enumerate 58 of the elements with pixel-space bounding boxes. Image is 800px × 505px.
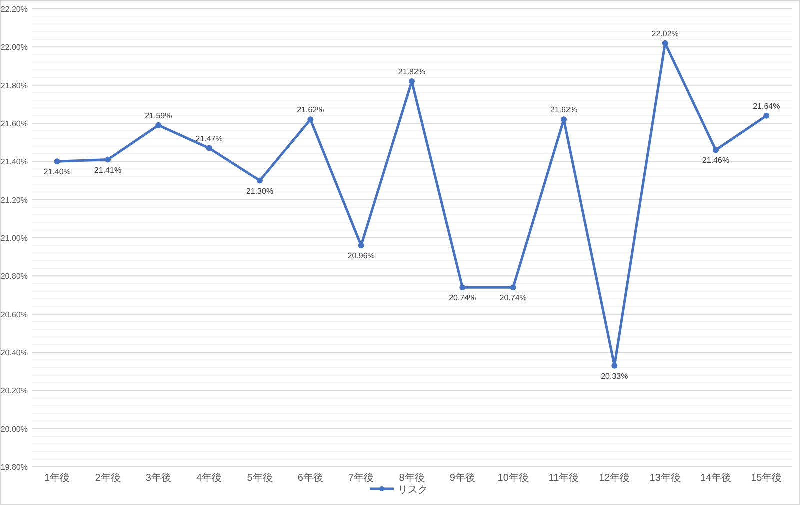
data-label: 20.74% bbox=[500, 294, 527, 303]
y-tick-label: 21.40% bbox=[0, 158, 28, 167]
x-tick-label: 6年後 bbox=[298, 472, 324, 484]
data-label: 21.30% bbox=[246, 186, 274, 196]
point bbox=[662, 40, 668, 46]
x-tick-label: 13年後 bbox=[650, 472, 681, 484]
x-tick-label: 8年後 bbox=[399, 472, 425, 484]
y-tick-label: 20.60% bbox=[0, 310, 28, 320]
point bbox=[257, 178, 263, 184]
y-tick-label: 21.60% bbox=[0, 120, 28, 128]
x-tick-label: 12年後 bbox=[599, 472, 630, 484]
data-label: 21.64% bbox=[753, 102, 780, 111]
data-label: 21.82% bbox=[398, 68, 426, 77]
y-tick-label: 20.80% bbox=[0, 272, 28, 282]
x-tick-label: 2年後 bbox=[95, 472, 121, 484]
data-label: 21.46% bbox=[702, 156, 730, 166]
y-tick-label: 21.20% bbox=[0, 196, 28, 205]
point bbox=[764, 112, 770, 119]
point bbox=[308, 116, 314, 123]
data-label: 20.33% bbox=[601, 372, 628, 381]
point bbox=[206, 145, 212, 152]
x-tick-label: 1年後 bbox=[44, 472, 70, 484]
data-label: 20.74% bbox=[449, 294, 476, 303]
data-label: 21.40% bbox=[44, 168, 71, 177]
x-tick-label: 7年後 bbox=[348, 472, 374, 484]
x-tick-label: 4年後 bbox=[196, 472, 222, 484]
x-tick-label: 11年後 bbox=[548, 472, 580, 484]
point bbox=[156, 122, 162, 128]
y-tick-label: 20.20% bbox=[0, 386, 28, 396]
data-label: 21.59% bbox=[145, 111, 172, 120]
x-tick-label: 15年後 bbox=[751, 472, 782, 484]
data-label: 21.47% bbox=[196, 134, 223, 144]
y-tick-label: 19.80% bbox=[0, 463, 28, 472]
data-label: 22.02% bbox=[652, 29, 679, 38]
point bbox=[54, 158, 60, 165]
x-tick-label: 14年後 bbox=[700, 472, 732, 484]
point bbox=[358, 242, 364, 249]
x-tick-label: 10年後 bbox=[498, 472, 529, 484]
data-label: 21.62% bbox=[550, 106, 578, 115]
point bbox=[713, 147, 719, 154]
point bbox=[561, 116, 567, 123]
x-tick-label: 3年後 bbox=[146, 472, 172, 484]
x-tick-label: 9年後 bbox=[450, 472, 476, 484]
legend-label: リスク bbox=[398, 485, 428, 496]
data-label: 21.41% bbox=[94, 166, 122, 175]
y-tick-label: 20.40% bbox=[0, 348, 28, 358]
data-label: 21.62% bbox=[297, 106, 324, 115]
point bbox=[460, 284, 466, 291]
y-tick-label: 22.00% bbox=[0, 43, 28, 52]
y-tick-label: 21.00% bbox=[0, 234, 28, 243]
y-tick-label: 21.80% bbox=[0, 81, 28, 90]
point bbox=[105, 156, 111, 163]
x-tick-label: 5年後 bbox=[247, 472, 273, 484]
point bbox=[510, 284, 516, 291]
point bbox=[612, 362, 618, 369]
y-tick-label: 22.20% bbox=[0, 5, 28, 14]
data-label: 20.96% bbox=[348, 252, 375, 261]
y-tick-label: 20.00% bbox=[0, 424, 28, 434]
